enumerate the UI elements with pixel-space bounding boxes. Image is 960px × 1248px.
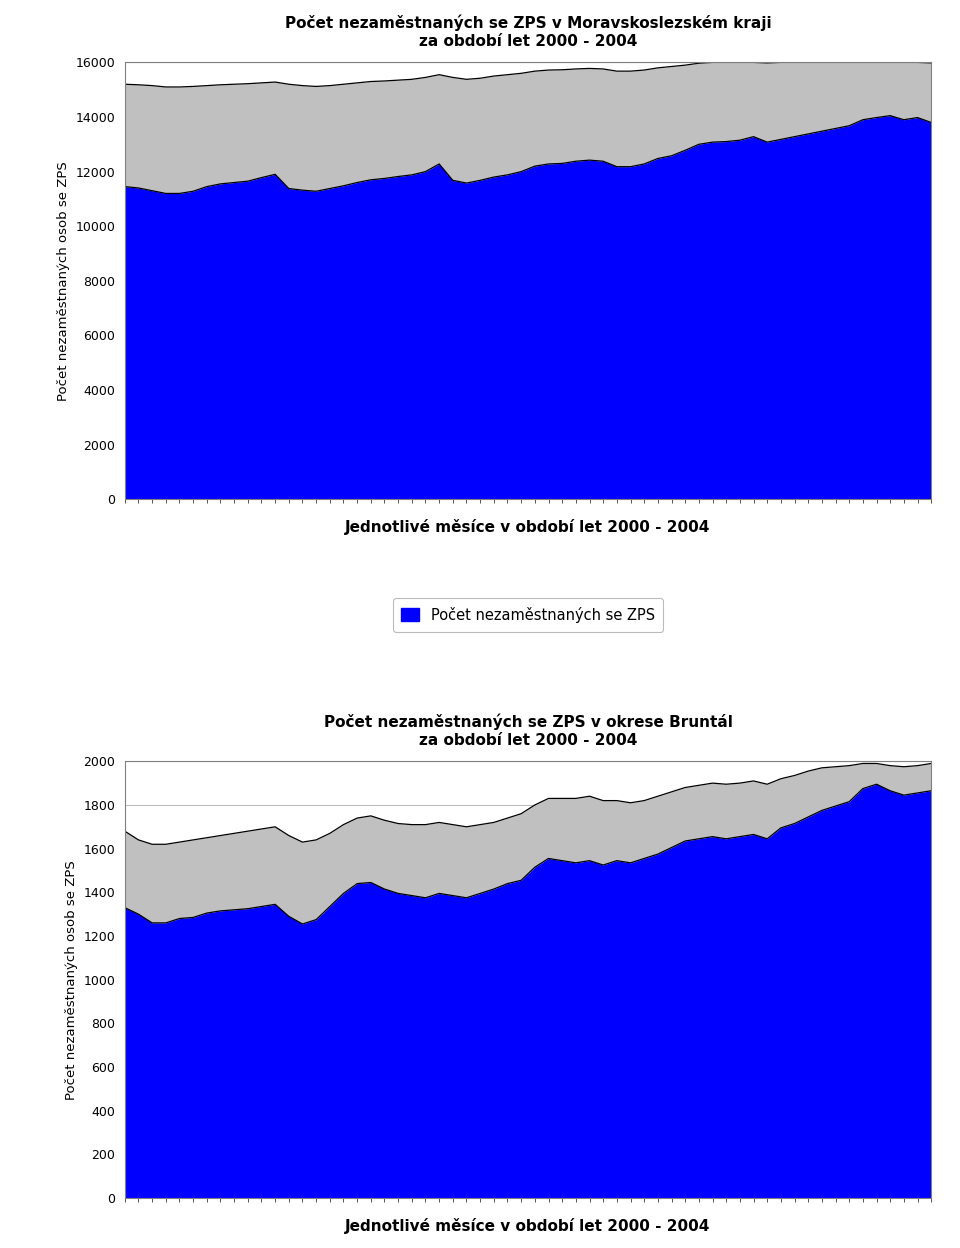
X-axis label: Jednotlivé měsíce v období let 2000 - 2004: Jednotlivé měsíce v období let 2000 - 20… bbox=[346, 1218, 710, 1234]
Legend: Počet nezaměstnaných se ZPS: Počet nezaměstnaných se ZPS bbox=[393, 598, 663, 631]
Title: Počet nezaměstnaných se ZPS v okrese Bruntál
za období let 2000 - 2004: Počet nezaměstnaných se ZPS v okrese Bru… bbox=[324, 714, 732, 748]
Y-axis label: Počet nezaměstnaných osob se ZPS: Počet nezaměstnaných osob se ZPS bbox=[64, 860, 78, 1099]
Title: Počet nezaměstnaných se ZPS v Moravskoslezském kraji
za období let 2000 - 2004: Počet nezaměstnaných se ZPS v Moravskosl… bbox=[285, 15, 771, 49]
X-axis label: Jednotlivé měsíce v období let 2000 - 2004: Jednotlivé měsíce v období let 2000 - 20… bbox=[346, 519, 710, 535]
Y-axis label: Počet nezaměstnaných osob se ZPS: Počet nezaměstnaných osob se ZPS bbox=[57, 161, 70, 401]
